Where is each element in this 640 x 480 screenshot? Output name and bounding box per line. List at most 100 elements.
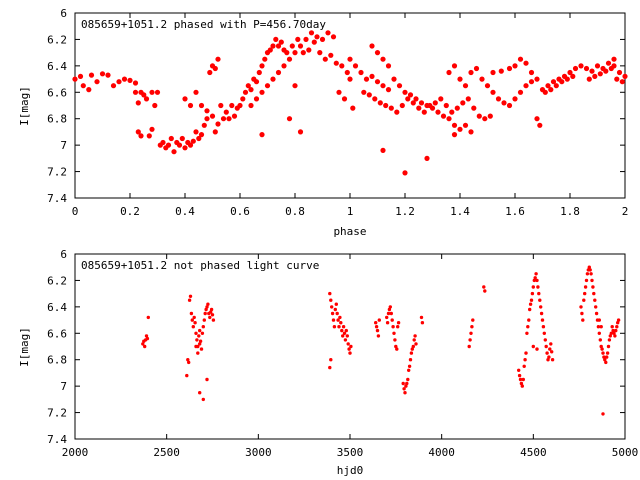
y-tick-label: 7.4 <box>47 192 67 205</box>
data-point <box>385 315 389 320</box>
data-point <box>226 116 232 122</box>
data-point <box>146 133 152 139</box>
data-point <box>204 108 210 114</box>
data-point <box>374 325 379 329</box>
y-tick-label: 6 <box>60 248 67 261</box>
data-point <box>501 100 507 106</box>
data-point <box>206 302 210 306</box>
data-point <box>374 321 378 325</box>
data-point <box>616 321 620 325</box>
data-point <box>468 129 474 135</box>
data-point <box>335 311 339 316</box>
data-point <box>154 89 161 95</box>
data-point <box>396 321 401 325</box>
x-tick-label: 0.2 <box>120 205 140 218</box>
data-point <box>401 381 405 386</box>
data-point <box>342 331 347 335</box>
data-point <box>594 311 599 316</box>
data-point <box>523 83 529 89</box>
data-point <box>332 325 337 329</box>
data-point <box>413 334 417 338</box>
data-point <box>192 315 196 320</box>
data-point <box>347 56 353 62</box>
data-point <box>407 368 411 372</box>
data-point <box>141 342 145 346</box>
data-point <box>337 325 341 329</box>
data-point <box>583 291 587 296</box>
data-point <box>212 65 218 72</box>
data-point <box>538 298 542 302</box>
data-point <box>328 291 332 296</box>
data-point <box>616 318 621 322</box>
data-point <box>187 102 194 109</box>
data-point <box>521 377 525 382</box>
data-point <box>141 92 147 98</box>
data-point <box>325 30 331 36</box>
data-point-group <box>72 30 628 176</box>
data-point <box>202 318 206 322</box>
data-point <box>369 73 375 79</box>
data-point <box>535 347 539 351</box>
data-point <box>542 331 546 335</box>
data-point <box>289 43 295 49</box>
data-point <box>524 351 528 355</box>
data-point <box>193 129 199 135</box>
data-point <box>135 100 141 106</box>
data-point <box>527 318 531 322</box>
data-point <box>506 102 513 109</box>
data-point <box>127 77 133 83</box>
data-point <box>457 76 463 82</box>
data-point <box>404 384 408 388</box>
data-point <box>343 338 348 342</box>
data-point <box>340 328 344 333</box>
data-point <box>347 347 351 351</box>
data-point <box>396 83 403 89</box>
chart-title: 085659+1051.2 phased with P=456.70day <box>81 18 326 31</box>
data-point <box>614 328 618 333</box>
data-point <box>585 272 590 276</box>
data-point <box>352 63 359 69</box>
data-point <box>543 338 547 342</box>
data-point <box>410 100 416 106</box>
x-tick-label: 5000 <box>612 446 639 459</box>
data-point <box>204 116 210 122</box>
data-point <box>145 336 150 341</box>
data-point <box>407 92 414 98</box>
data-point <box>86 87 92 93</box>
data-point <box>253 96 260 102</box>
data-point <box>537 291 541 296</box>
plot-frame <box>74 12 626 199</box>
y-tick-label: 7 <box>60 139 67 152</box>
data-point <box>200 331 205 335</box>
data-point <box>608 334 612 338</box>
data-point <box>386 311 391 316</box>
data-point <box>537 122 543 128</box>
data-point <box>259 63 265 69</box>
y-tick-label: 6.2 <box>47 33 67 46</box>
y-tick-label: 6.2 <box>47 274 67 287</box>
data-point <box>550 79 557 85</box>
data-point <box>572 65 579 72</box>
data-point <box>297 129 304 135</box>
data-point <box>582 298 586 302</box>
data-point <box>394 109 400 115</box>
data-point <box>267 47 273 53</box>
data-point <box>198 328 202 333</box>
data-point <box>588 268 592 272</box>
data-point <box>518 377 523 382</box>
chart-title: 085659+1051.2 not phased light curve <box>81 259 319 272</box>
data-point <box>506 65 513 72</box>
data-point <box>603 358 607 362</box>
data-point <box>388 105 394 111</box>
data-point <box>366 92 372 98</box>
y-tick-label: 6.8 <box>47 354 67 367</box>
data-point <box>545 351 549 355</box>
data-point <box>292 83 298 89</box>
data-point <box>317 50 323 56</box>
data-point <box>182 96 188 102</box>
data-point <box>160 139 166 146</box>
data-point <box>517 373 522 378</box>
data-point <box>380 147 386 153</box>
data-point <box>460 100 466 106</box>
